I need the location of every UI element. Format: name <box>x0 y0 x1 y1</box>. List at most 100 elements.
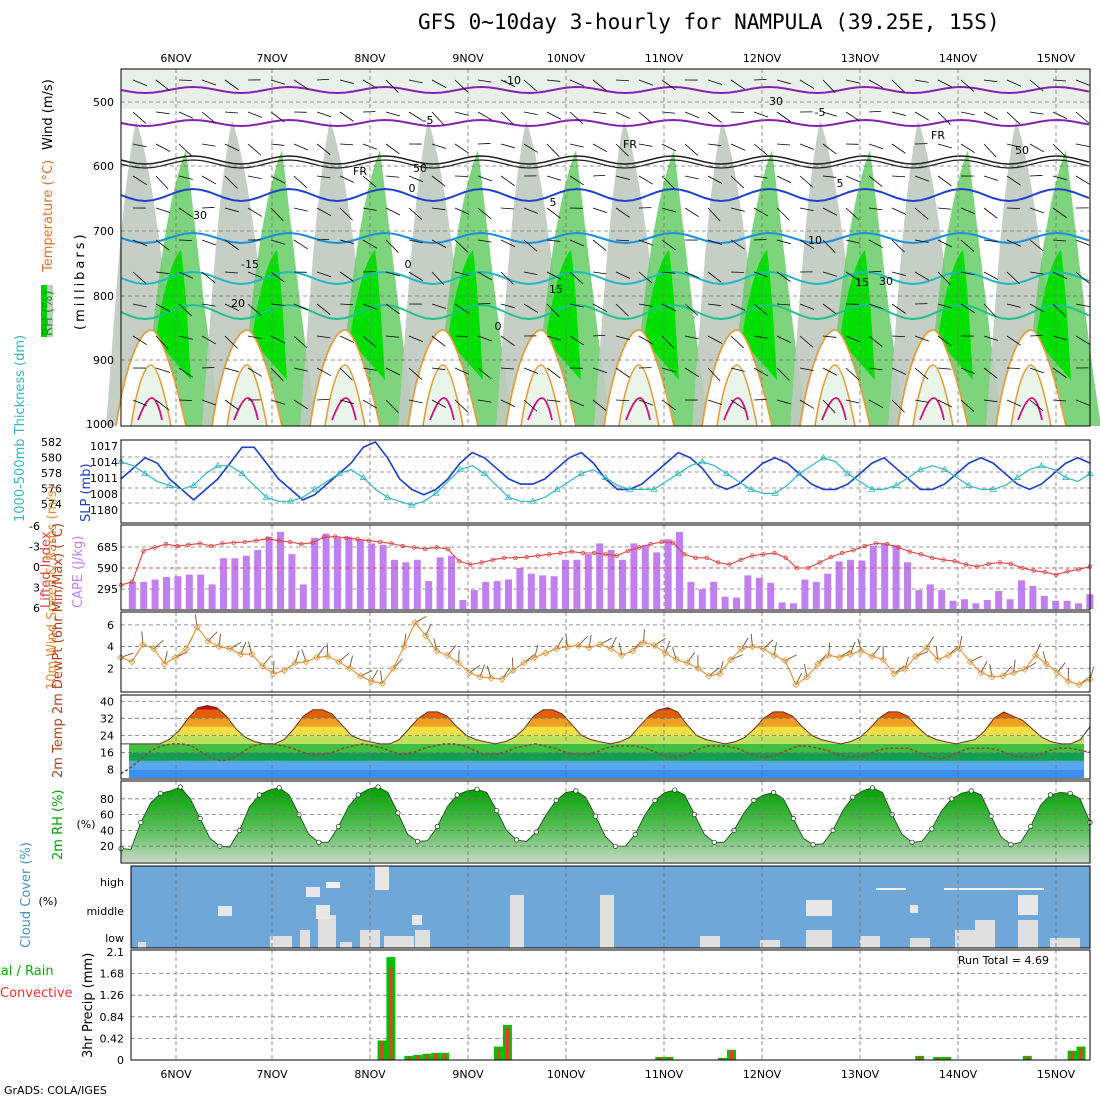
wind-barb <box>707 399 723 405</box>
cape-bar <box>573 559 581 609</box>
wind-barb <box>730 175 744 189</box>
lifted-point <box>569 549 574 554</box>
lifted-point <box>963 562 969 567</box>
wind-barb <box>500 207 515 210</box>
rh-high-region <box>350 250 385 380</box>
mid-cloud-block <box>910 905 918 913</box>
wind-speed-point <box>977 669 985 677</box>
bottom-date-label: 10NOV <box>547 1068 586 1081</box>
cape-bar <box>778 602 786 609</box>
wind-barb <box>1052 303 1066 317</box>
cloud-unit: (%) <box>38 895 57 908</box>
wind-barb <box>753 79 767 81</box>
slp-line <box>120 441 1091 501</box>
wind-barb <box>983 175 999 181</box>
wind-speed-point <box>879 656 887 664</box>
wind-barb <box>776 175 792 184</box>
wind-barb <box>937 303 952 309</box>
wind-barb <box>753 175 768 179</box>
wind-barb <box>155 175 169 190</box>
low-cloud-block <box>415 930 430 948</box>
wind-barb <box>983 207 998 219</box>
cape-bar <box>550 576 558 609</box>
thickness-point <box>359 473 367 480</box>
wind-barb <box>454 111 469 116</box>
wind-barb <box>799 143 815 150</box>
wind-barb <box>799 335 814 348</box>
cape-bar <box>425 581 433 609</box>
wind-barb <box>1075 399 1091 406</box>
lifted-point <box>344 535 349 541</box>
precip-conv-bar <box>721 1058 724 1060</box>
wind-barb <box>592 271 607 275</box>
rh-point <box>632 831 638 838</box>
cape-bar <box>436 557 444 609</box>
wind-barb <box>1029 335 1043 337</box>
wind-barb <box>293 143 309 151</box>
wind-barb <box>569 303 584 308</box>
contour-label: 15 <box>549 283 563 296</box>
lifted-point <box>479 560 484 565</box>
thickness-point <box>553 485 561 492</box>
wind-speed-point <box>171 653 180 661</box>
wind-barb <box>1006 79 1022 87</box>
wind-barb <box>247 143 262 156</box>
cloud-panel: high middle low (%) Cloud Cover (%) <box>19 842 1091 949</box>
precip-conv-bar <box>434 1053 438 1060</box>
wind-barb <box>799 207 814 212</box>
surface-temp-contour <box>527 397 553 421</box>
precip-conv-bar <box>658 1057 662 1060</box>
wind-barb <box>270 335 286 344</box>
wind-speed-point <box>672 656 680 664</box>
wind-barb <box>615 175 630 180</box>
wind-speed-point <box>694 664 702 672</box>
wind-speed-point <box>988 673 996 681</box>
lifted-point <box>490 557 495 562</box>
wind-barb <box>408 111 423 122</box>
wind-barb <box>201 335 217 345</box>
pressure-tick: 1000 <box>86 418 114 431</box>
bottom-date-label: 13NOV <box>841 1068 880 1081</box>
low-cloud-block <box>760 940 780 948</box>
bottom-date-label: 14NOV <box>939 1068 978 1081</box>
rh-point <box>790 815 797 822</box>
wind-barb <box>753 111 769 118</box>
cape-bar <box>562 559 569 609</box>
wind-barb <box>684 207 699 218</box>
wind-barb <box>546 399 561 402</box>
wind-barb <box>201 367 215 369</box>
wind-speed-point <box>454 659 463 667</box>
cape-bar <box>995 591 1003 609</box>
rh-point <box>395 810 401 816</box>
wind-barb <box>155 207 171 213</box>
mid-cloud-block <box>375 866 389 890</box>
wind-barb <box>546 271 562 280</box>
low-cloud-block <box>1050 938 1080 948</box>
wind-speed-point <box>825 651 833 659</box>
wind-barb <box>753 303 768 316</box>
wind-barb <box>155 79 170 91</box>
cape-bar <box>402 562 410 609</box>
wind-barb <box>1029 303 1045 313</box>
wind-barb <box>270 399 286 405</box>
low-cloud-block <box>138 942 146 948</box>
wind-barb <box>592 143 608 153</box>
cape-bar <box>311 537 319 609</box>
lifted-point <box>670 540 676 545</box>
temp-tick: 32 <box>100 712 114 725</box>
precip-conv-bar <box>505 1028 509 1060</box>
lifted-point <box>761 552 766 557</box>
rh-unit: (%) <box>76 818 95 831</box>
pressure-tick: 800 <box>93 290 114 303</box>
thickness-point <box>238 469 246 476</box>
wind-barb <box>868 79 884 89</box>
wind-barb <box>914 111 930 121</box>
lifted-point <box>254 538 259 543</box>
wind-barb <box>155 239 170 251</box>
wind-barb <box>477 303 491 305</box>
wind-barb <box>454 175 468 177</box>
wind-barb <box>546 239 561 242</box>
cape-bar <box>1075 603 1082 609</box>
cape-bar <box>163 577 170 609</box>
